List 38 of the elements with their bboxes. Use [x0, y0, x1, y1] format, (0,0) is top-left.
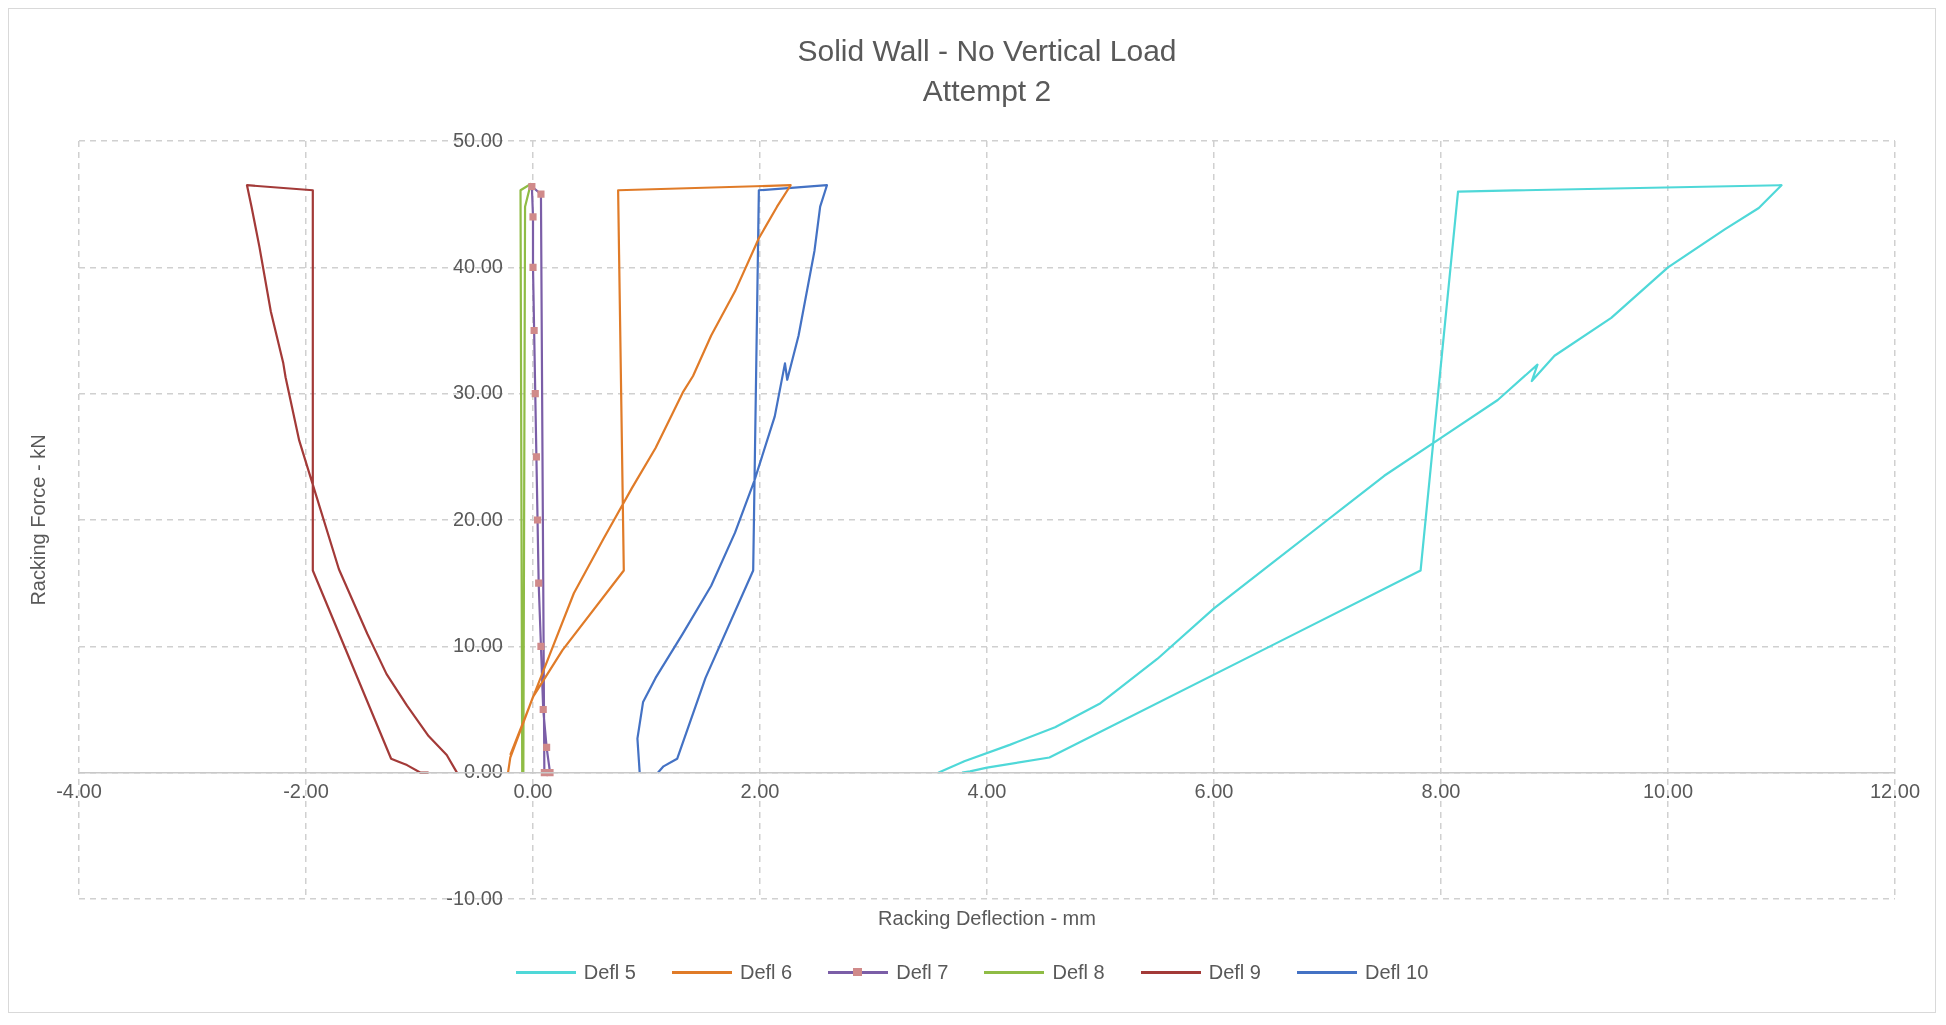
point: [539, 705, 547, 714]
x-tick-label: -2.00: [283, 780, 329, 803]
x-tick-label: 0.00: [513, 780, 553, 803]
point: [530, 326, 538, 335]
x-tick-label: 12.00: [1869, 780, 1921, 803]
y-axis-title: Racking Force - kN: [26, 434, 49, 606]
x-tick-label: 4.00: [967, 780, 1007, 803]
point: [537, 642, 545, 650]
point: [529, 263, 537, 271]
point: [537, 190, 545, 198]
legend-label: Defl 8: [1052, 961, 1105, 984]
point: [529, 213, 537, 221]
point: [528, 182, 536, 191]
x-tick-label: 10.00: [1642, 780, 1694, 803]
x-tick-label: 8.00: [1421, 780, 1461, 803]
legend-label: Defl 6: [739, 961, 793, 984]
point: [531, 390, 539, 398]
legend-label: Defl 10: [1364, 961, 1429, 984]
y-tick-label: 10.00: [452, 633, 503, 656]
y-tick-label: 40.00: [452, 254, 503, 277]
y-tick-label: -10.00: [446, 886, 503, 909]
y-tick-label: 50.00: [452, 128, 503, 151]
legend-label: Defl 9: [1208, 961, 1261, 984]
x-axis-title: Racking Deflection - mm: [878, 906, 1096, 929]
y-tick-label: 20.00: [452, 507, 503, 530]
x-tick-label: 6.00: [1194, 780, 1234, 803]
point: [532, 453, 540, 461]
legend-label: Defl 5: [583, 961, 636, 984]
x-tick-label: -4.00: [56, 780, 102, 803]
point: [543, 743, 551, 751]
point: [533, 516, 542, 524]
point: [546, 769, 554, 777]
point: [535, 579, 543, 587]
y-tick-label: 30.00: [452, 381, 503, 404]
chart-title: Solid Wall - No Vertical Load: [797, 34, 1177, 68]
legend-label: Defl 7: [896, 961, 949, 984]
x-tick-label: 2.00: [740, 780, 780, 803]
chart-subtitle: Attempt 2: [922, 74, 1052, 108]
